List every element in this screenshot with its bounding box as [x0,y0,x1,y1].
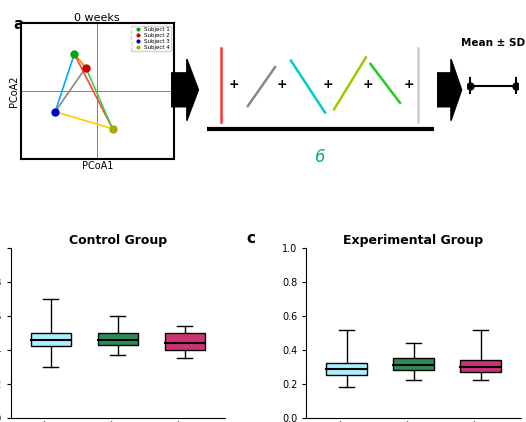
Bar [98,333,138,345]
Bar [31,333,71,346]
Bar [327,363,367,375]
Bar [393,358,433,370]
Bar [165,333,205,350]
Text: a: a [13,17,24,32]
Bar [460,360,501,372]
Text: c: c [246,231,255,246]
Title: Control Group: Control Group [69,234,167,247]
Title: Experimental Group: Experimental Group [343,234,483,247]
